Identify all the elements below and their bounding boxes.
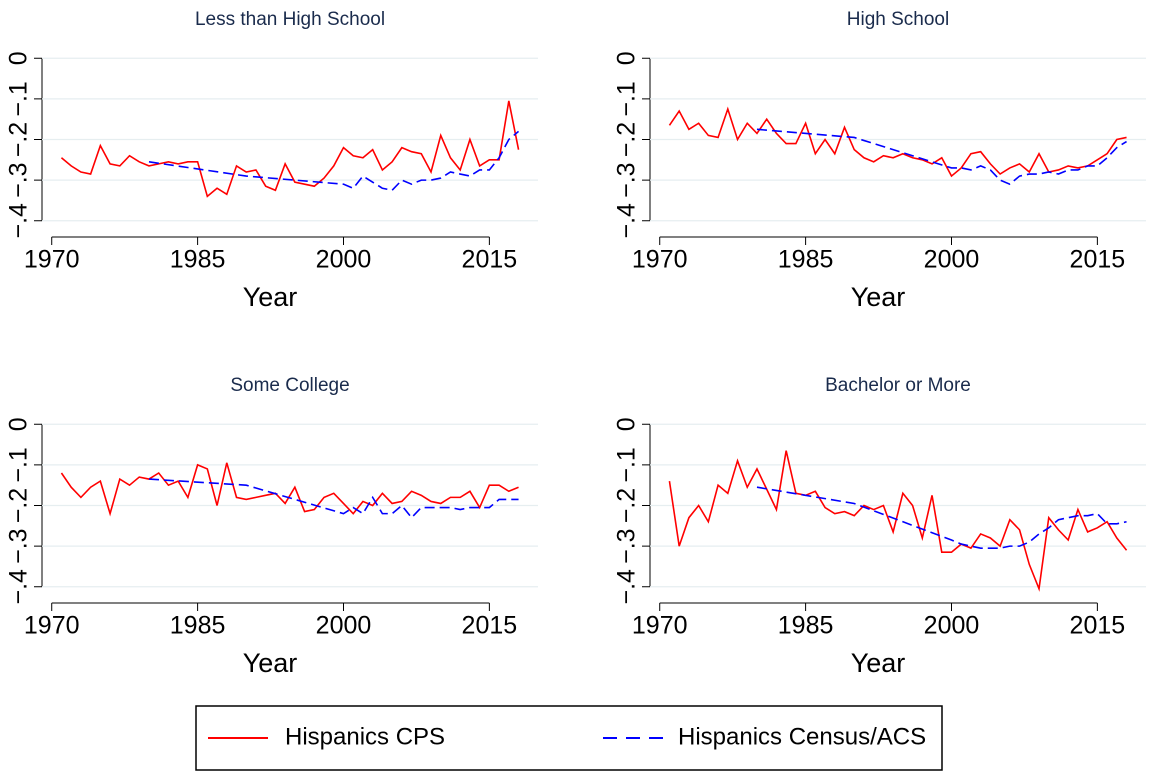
y-tick-label: −.2 xyxy=(5,122,33,157)
y-tick-label: −.4 xyxy=(613,569,641,605)
x-tick-label: 2000 xyxy=(924,612,980,640)
y-tick-label: 0 xyxy=(613,417,641,431)
y-tick-label: −.2 xyxy=(613,122,641,157)
x-axis-label: Year xyxy=(851,648,906,678)
series-line xyxy=(756,486,1127,549)
x-tick-label: 1970 xyxy=(24,246,80,274)
series-line xyxy=(668,450,1128,592)
x-tick-label: 2000 xyxy=(924,246,980,274)
x-axis-label: Year xyxy=(243,648,298,678)
series-line xyxy=(60,462,519,517)
x-tick-label: 1985 xyxy=(170,612,226,640)
x-tick-label: 1970 xyxy=(632,612,688,640)
y-tick-label: −.2 xyxy=(613,488,641,523)
y-tick-label: −.3 xyxy=(5,162,33,197)
y-tick-label: −.4 xyxy=(5,203,33,239)
y-tick-label: 0 xyxy=(5,417,33,431)
y-tick-label: −.1 xyxy=(5,81,33,116)
y-tick-label: −.3 xyxy=(613,162,641,197)
y-tick-label: −.1 xyxy=(613,81,641,116)
x-tick-label: 1985 xyxy=(778,612,834,640)
legend-label: Hispanics CPS xyxy=(285,723,445,750)
x-tick-label: 2015 xyxy=(1070,246,1126,274)
x-tick-label: 2000 xyxy=(316,246,372,274)
x-axis-label: Year xyxy=(851,282,906,312)
panel-title: High School xyxy=(847,9,949,30)
y-tick-label: −.4 xyxy=(613,203,641,239)
x-tick-label: 2015 xyxy=(462,612,518,640)
series-line xyxy=(756,128,1127,186)
y-tick-label: −.4 xyxy=(5,569,33,605)
series-line xyxy=(668,106,1127,178)
y-tick-label: 0 xyxy=(613,51,641,65)
x-tick-label: 1970 xyxy=(632,246,688,274)
x-axis-label: Year xyxy=(243,282,298,312)
x-tick-label: 2015 xyxy=(462,246,518,274)
series-line xyxy=(148,478,519,519)
x-tick-label: 2015 xyxy=(1070,612,1126,640)
y-tick-label: −.1 xyxy=(613,447,641,482)
y-tick-label: −.3 xyxy=(5,528,33,563)
x-tick-label: 1985 xyxy=(170,246,226,274)
panel-title: Less than High School xyxy=(195,9,385,30)
panel-title: Some College xyxy=(230,375,349,396)
x-tick-label: 1985 xyxy=(778,246,834,274)
y-tick-label: −.3 xyxy=(613,528,641,563)
series-line xyxy=(148,130,520,192)
y-tick-label: −.1 xyxy=(5,447,33,482)
legend-box xyxy=(195,705,943,771)
x-tick-label: 1970 xyxy=(24,612,80,640)
x-tick-label: 2000 xyxy=(316,612,372,640)
panel-title: Bachelor or More xyxy=(825,375,971,396)
series-line xyxy=(60,100,520,198)
legend-label: Hispanics Census/ACS xyxy=(678,723,926,750)
y-tick-label: 0 xyxy=(5,51,33,65)
y-tick-label: −.2 xyxy=(5,488,33,523)
